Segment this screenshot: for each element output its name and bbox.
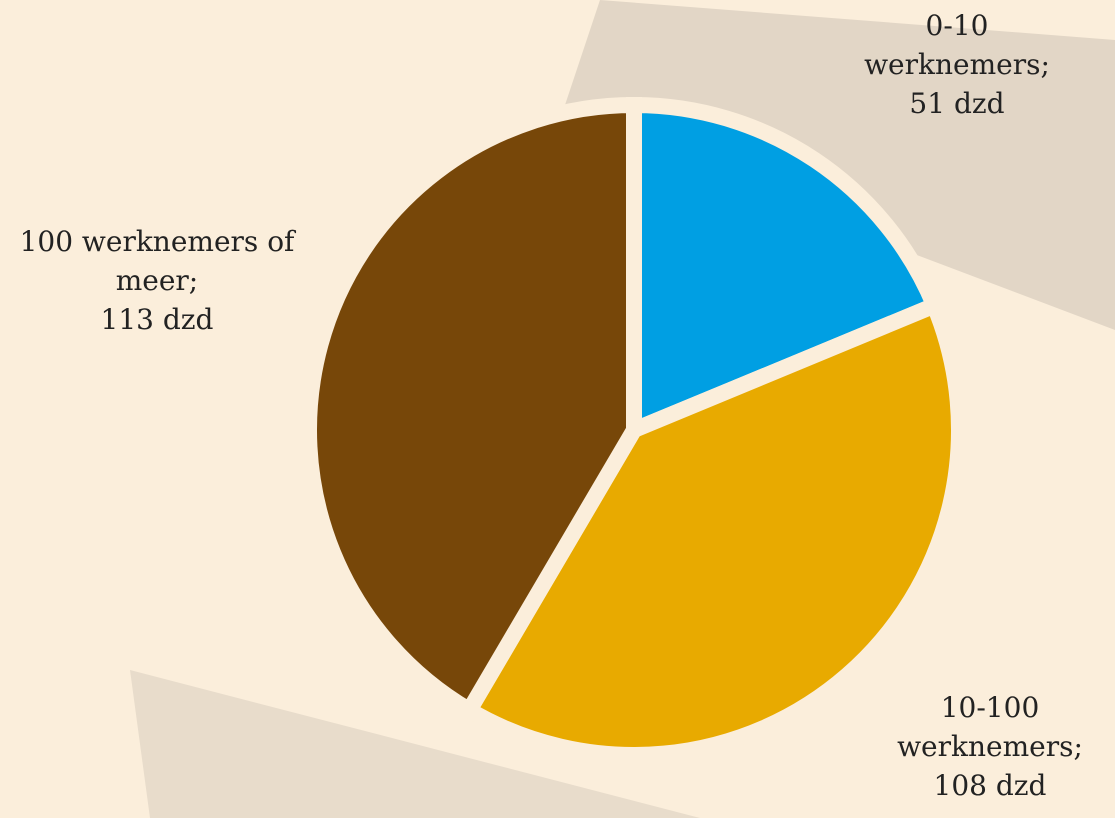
slice-label: 10-100 werknemers; 108 dzd xyxy=(860,688,1115,805)
category-label: 0-10 werknemers; xyxy=(864,9,1050,81)
value-label: 113 dzd xyxy=(100,303,214,336)
category-label: 100 werknemers of meer; xyxy=(19,225,295,297)
value-label: 108 dzd xyxy=(933,769,1047,802)
pie-slice xyxy=(458,295,967,763)
slice-label: 0-10 werknemers; 51 dzd xyxy=(832,6,1082,123)
pie-slice xyxy=(626,96,945,442)
pie-slice xyxy=(301,96,642,722)
background-shape xyxy=(130,670,700,818)
category-label: 10-100 werknemers; xyxy=(897,691,1083,763)
slice-label: 100 werknemers of meer; 113 dzd xyxy=(12,222,302,339)
background-shape xyxy=(560,0,1115,330)
value-label: 51 dzd xyxy=(909,87,1005,120)
